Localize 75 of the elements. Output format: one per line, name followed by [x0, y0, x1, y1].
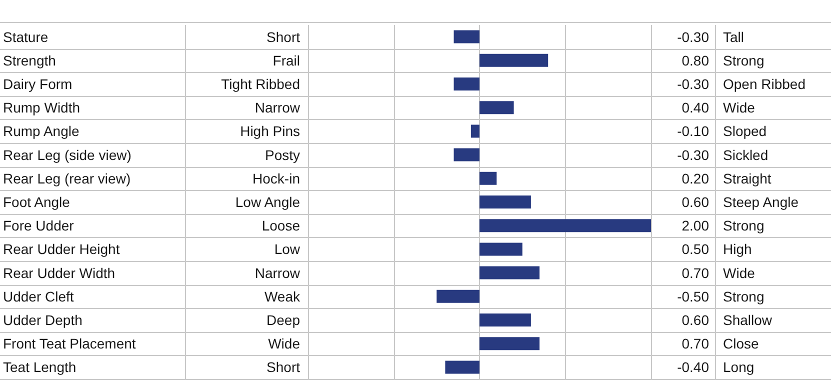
y-tick-label: Fore Udder: [3, 218, 74, 234]
y-tick-label: Rear Leg (rear view): [3, 170, 131, 186]
text: Strong: [723, 288, 764, 304]
y-tick-label: Front Teat Placement: [3, 336, 136, 352]
text: Tight Ribbed: [221, 76, 300, 92]
bar: [480, 337, 540, 350]
bar: [445, 360, 480, 374]
y-tick-label: Rump Angle: [3, 123, 80, 140]
data-label: 0.70: [682, 336, 710, 352]
data-label: -0.30: [677, 28, 710, 45]
y-tick-label: Strength: [3, 52, 56, 68]
text: Short: [266, 28, 300, 45]
text: Open Ribbed: [723, 76, 806, 92]
text: Deep: [266, 312, 300, 328]
data-label: 0.40: [682, 100, 710, 116]
data-label: 0.50: [682, 241, 710, 258]
text: Narrow: [254, 100, 301, 116]
text: Strong: [723, 218, 764, 234]
text: Tall: [723, 28, 744, 45]
bar: [480, 196, 531, 208]
bar: [480, 54, 548, 67]
data-label: -0.50: [677, 288, 710, 304]
data-label: -0.40: [677, 359, 710, 376]
bar: [480, 172, 497, 185]
y-tick-label: Foot Angle: [3, 194, 70, 210]
bar: [454, 78, 480, 90]
data-label: -0.10: [677, 123, 710, 140]
text: Sloped: [723, 123, 767, 140]
data-label: 0.20: [682, 170, 710, 186]
text: Posty: [264, 146, 300, 163]
text: Sickled: [723, 146, 768, 163]
data-label: 0.80: [682, 52, 710, 68]
bar: [480, 219, 651, 232]
bar: [480, 101, 514, 114]
text: Hock-in: [252, 170, 300, 186]
bar: [480, 266, 540, 280]
data-label: 0.60: [682, 312, 710, 328]
bar: [470, 124, 480, 138]
text: Narrow: [254, 264, 301, 281]
text: Strong: [723, 52, 764, 68]
y-tick-label: Udder Depth: [3, 312, 82, 328]
y-tick-label: Rump Width: [3, 100, 80, 116]
text: Straight: [723, 170, 772, 186]
text: Wide: [723, 100, 756, 116]
y-tick-label: Teat Length: [3, 359, 76, 376]
y-tick-label: Udder Cleft: [3, 288, 74, 304]
text: Close: [723, 336, 760, 352]
text: Shallow: [723, 312, 773, 328]
text: Wide: [268, 336, 300, 352]
y-tick-label: Rear Leg (side view): [3, 146, 132, 163]
bar: [436, 290, 480, 303]
data-label: 0.60: [682, 194, 710, 210]
data-label: 2.00: [682, 218, 710, 234]
text: Weak: [264, 288, 301, 304]
text: Wide: [723, 264, 756, 281]
y-tick-label: Rear Udder Width: [3, 264, 116, 281]
y-tick-label: Rear Udder Height: [3, 241, 120, 258]
text: Frail: [272, 52, 300, 68]
text: Long: [723, 359, 754, 376]
y-tick-label: Dairy Form: [3, 76, 72, 92]
text: Low: [274, 241, 301, 258]
bar: [480, 242, 522, 256]
text: Loose: [262, 218, 300, 234]
text: Steep Angle: [723, 194, 799, 210]
text: High Pins: [240, 123, 300, 140]
text: Short: [266, 359, 300, 376]
bar: [454, 30, 480, 44]
y-tick-label: Stature: [3, 28, 48, 45]
data-label: -0.30: [677, 146, 710, 163]
data-label: 0.70: [682, 264, 710, 281]
bar: [454, 148, 480, 162]
text: High: [723, 241, 752, 258]
bar: [480, 314, 531, 326]
text: Low Angle: [235, 194, 300, 210]
data-label: -0.30: [677, 76, 710, 92]
